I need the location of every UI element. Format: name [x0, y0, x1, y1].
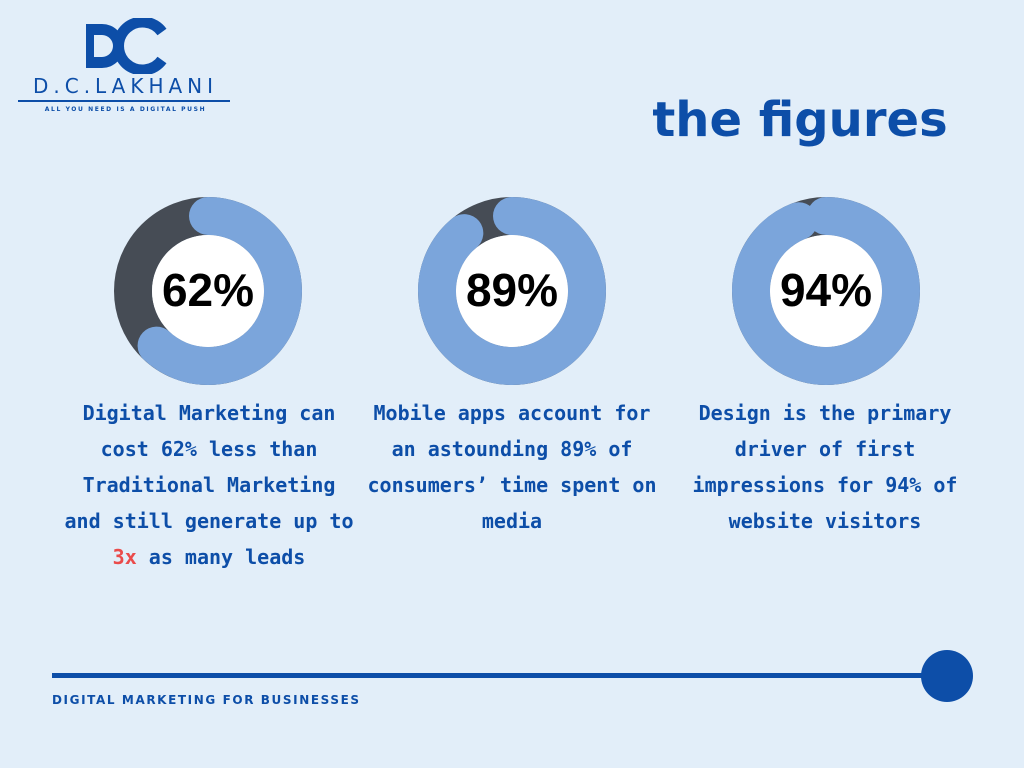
ring-fill	[418, 197, 606, 385]
brand-underline	[18, 100, 230, 102]
stat-3-description: Design is the primary driver of first im…	[692, 401, 958, 533]
page-title: the figures	[652, 92, 948, 148]
stat-1-description: Digital Marketing can cost 62% less than…	[59, 395, 359, 575]
donut-chart	[418, 197, 606, 385]
stat-2-donut: 89%	[417, 196, 607, 386]
description-text: Digital Marketing can cost 62% less than…	[64, 401, 354, 533]
timeline-dot	[921, 650, 973, 702]
donut-chart	[114, 197, 302, 385]
ring-fill	[114, 197, 302, 385]
ring-fill	[732, 197, 920, 385]
stat-value: 94%	[779, 264, 873, 316]
footer-text: DIGITAL MARKETING FOR BUSINESSES	[52, 693, 361, 707]
description-text: as many leads	[136, 545, 306, 569]
timeline-line	[52, 673, 932, 678]
ring-center	[456, 235, 568, 347]
stat-2-description: Mobile apps account for an astounding 89…	[367, 401, 657, 533]
stat-3-donut: 94%	[731, 196, 921, 386]
stat-value: 62%	[161, 264, 255, 316]
ring-center	[770, 235, 882, 347]
brand-logo: D.C.LAKHANI ALL YOU NEED IS A DIGITAL PU…	[18, 14, 233, 124]
highlight-text: 3x	[112, 545, 137, 569]
stat-1-donut: 62%	[113, 196, 303, 386]
donut-chart	[732, 197, 920, 385]
ring-center	[152, 235, 264, 347]
stat-value: 89%	[465, 264, 559, 316]
dc-logo-icon	[86, 18, 167, 74]
brand-tagline: ALL YOU NEED IS A DIGITAL PUSH	[44, 106, 207, 113]
brand-name: D.C.LAKHANI	[32, 74, 219, 98]
